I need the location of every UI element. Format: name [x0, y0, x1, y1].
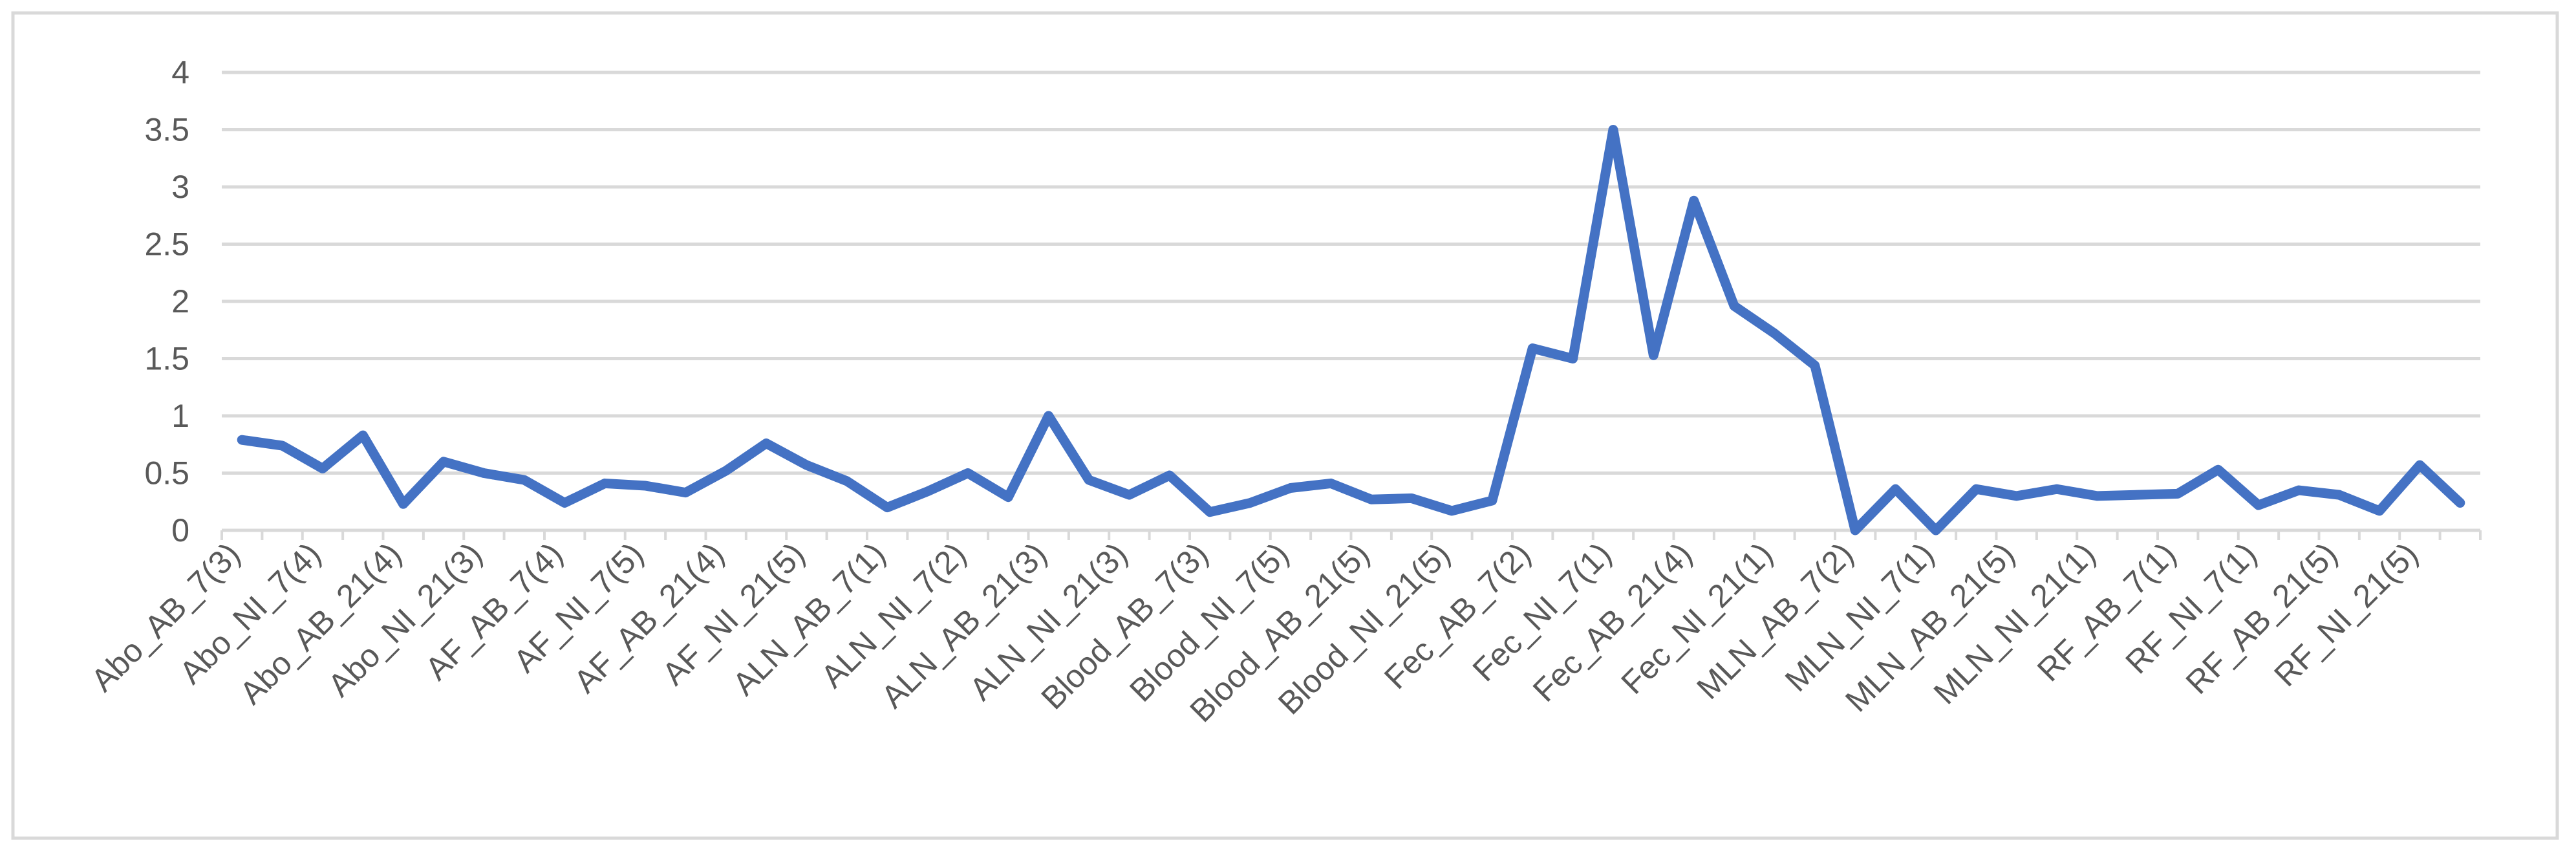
- y-tick-label: 1: [171, 398, 189, 434]
- y-tick-label: 2: [171, 283, 189, 319]
- y-tick-label: 3: [171, 169, 189, 205]
- chart-border: [11, 11, 2559, 840]
- y-tick-label: 2.5: [144, 226, 189, 263]
- y-tick-label: 4: [171, 54, 189, 91]
- data-line: [237, 125, 2465, 536]
- y-tick-label: 0.5: [144, 455, 189, 492]
- y-tick-label: 1.5: [144, 341, 189, 377]
- y-tick-label: 3.5: [144, 112, 189, 148]
- y-tick-label: 0: [171, 512, 189, 548]
